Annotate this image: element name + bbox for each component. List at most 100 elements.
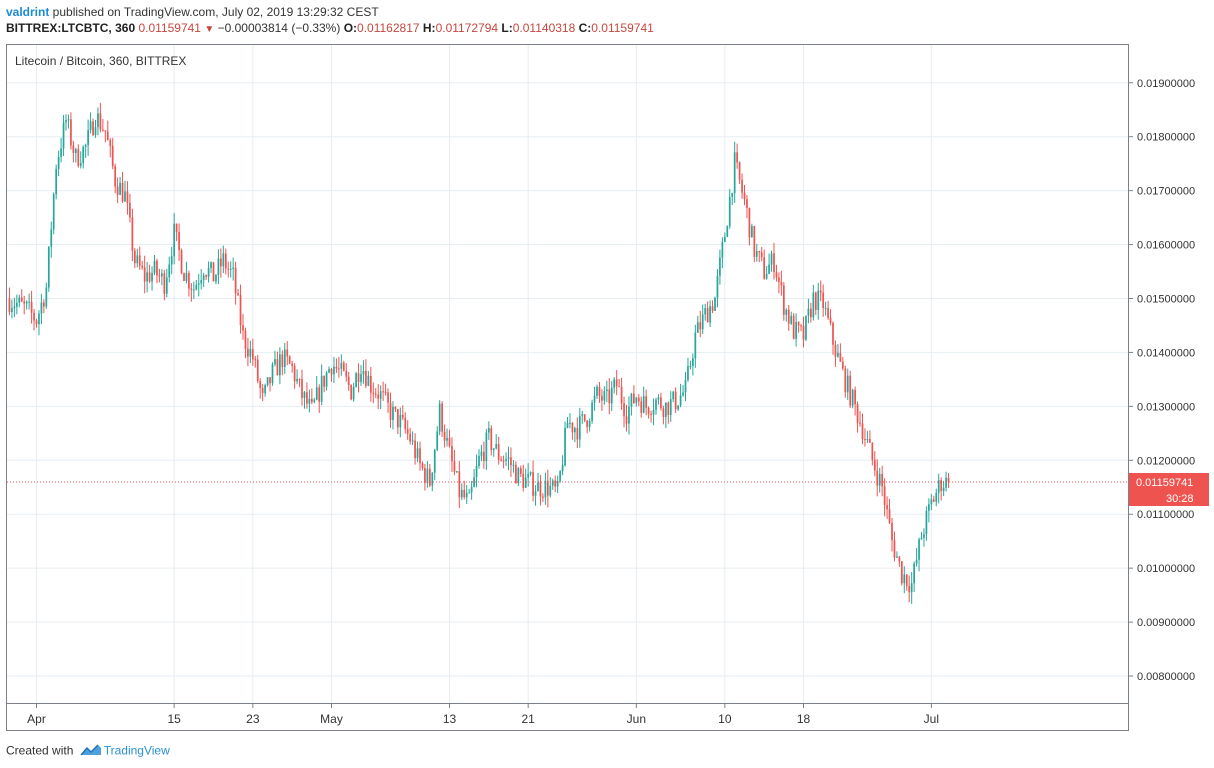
candle-body bbox=[782, 285, 785, 315]
candle-body bbox=[856, 404, 859, 423]
candle-body bbox=[608, 389, 611, 404]
candle-body bbox=[490, 428, 493, 451]
candle-body bbox=[869, 439, 871, 443]
candle-body bbox=[640, 401, 643, 413]
candle-body bbox=[650, 413, 652, 415]
candle-body bbox=[372, 392, 375, 394]
candle-body bbox=[11, 308, 13, 312]
candle-body bbox=[866, 439, 869, 441]
candle-body bbox=[129, 202, 131, 218]
chart-legend: Litecoin / Bitcoin, 360, BITTREX bbox=[15, 54, 187, 68]
candle-body bbox=[910, 583, 913, 593]
candle-body bbox=[148, 272, 151, 282]
candle-body bbox=[345, 370, 348, 377]
candle-body bbox=[362, 370, 365, 375]
candle-body bbox=[716, 275, 719, 298]
candle-body bbox=[65, 120, 67, 123]
candle-body bbox=[780, 281, 783, 286]
candle-body bbox=[116, 186, 119, 195]
candle-body bbox=[310, 398, 313, 402]
candle-body bbox=[677, 405, 679, 410]
candle-body bbox=[158, 275, 161, 277]
candle-body bbox=[596, 386, 598, 396]
candle-body bbox=[406, 429, 409, 434]
candle-body bbox=[431, 472, 434, 486]
candle-body bbox=[451, 445, 453, 462]
candle-body bbox=[126, 191, 129, 203]
candle-body bbox=[593, 395, 596, 403]
price-change: −0.00003814 (−0.33%) bbox=[217, 21, 341, 35]
candle-body bbox=[741, 179, 743, 193]
candle-body bbox=[313, 399, 316, 402]
candle-body bbox=[207, 267, 210, 277]
candle-body bbox=[694, 332, 697, 359]
low-label: L: bbox=[501, 21, 513, 35]
candle-body bbox=[738, 162, 741, 180]
candle-body bbox=[328, 369, 330, 373]
candle-body bbox=[940, 480, 943, 492]
candle-body bbox=[318, 387, 321, 402]
author-link[interactable]: valdrint bbox=[6, 5, 50, 19]
candle-body bbox=[308, 398, 311, 404]
chart-grid bbox=[7, 45, 1128, 703]
candle-body bbox=[841, 361, 844, 369]
candle-body bbox=[384, 391, 387, 393]
candle-body bbox=[800, 325, 802, 327]
candle-body bbox=[942, 487, 945, 492]
candle-body bbox=[832, 322, 834, 345]
candle-body bbox=[699, 322, 702, 330]
candle-body bbox=[755, 251, 758, 257]
candle-body bbox=[143, 267, 146, 282]
x-tick-label: Jul bbox=[924, 712, 939, 726]
created-with-label: Created with bbox=[6, 743, 74, 758]
candle-body bbox=[532, 472, 534, 496]
candle-body bbox=[822, 292, 825, 308]
candle-body bbox=[487, 428, 490, 433]
candle-body bbox=[802, 325, 805, 340]
candle-body bbox=[20, 297, 23, 302]
candle-body bbox=[414, 440, 416, 459]
candle-body bbox=[574, 428, 576, 433]
candle-body bbox=[212, 262, 215, 282]
candle-body bbox=[438, 403, 441, 432]
candle-body bbox=[254, 359, 257, 361]
candle-body bbox=[224, 253, 227, 269]
candle-body bbox=[898, 556, 901, 562]
chart-border-top bbox=[6, 44, 1129, 45]
candle-body bbox=[684, 380, 687, 393]
candle-body bbox=[687, 366, 689, 381]
candle-body bbox=[559, 471, 561, 481]
candle-body bbox=[610, 387, 613, 404]
candle-body bbox=[546, 480, 549, 496]
candle-body bbox=[124, 191, 126, 202]
candle-body bbox=[426, 468, 429, 484]
candle-body bbox=[62, 122, 65, 149]
candle-body bbox=[175, 223, 178, 233]
candle-body bbox=[340, 362, 343, 369]
last-price: 0.01159741 bbox=[138, 21, 201, 35]
y-tick-label: 0.01000000 bbox=[1137, 563, 1195, 575]
candle-body bbox=[436, 431, 439, 450]
candle-body bbox=[913, 563, 915, 584]
candle-body bbox=[566, 423, 569, 429]
candle-body bbox=[360, 374, 362, 383]
candle-body bbox=[163, 273, 166, 294]
candle-body bbox=[330, 369, 333, 375]
tradingview-brand-link[interactable]: TradingView bbox=[103, 743, 170, 758]
candle-body bbox=[908, 586, 911, 593]
close-label: C: bbox=[578, 21, 592, 35]
candle-body bbox=[74, 149, 77, 153]
candle-body bbox=[342, 362, 345, 371]
candle-body bbox=[578, 415, 581, 440]
candle-body bbox=[512, 464, 515, 466]
candle-body bbox=[92, 121, 94, 136]
candle-body bbox=[682, 392, 684, 396]
candle-body bbox=[878, 473, 881, 486]
candle-body bbox=[188, 273, 190, 289]
candle-body bbox=[200, 279, 203, 284]
candle-body bbox=[84, 145, 87, 147]
candle-body bbox=[743, 192, 746, 200]
candle-body bbox=[733, 152, 736, 194]
candle-body bbox=[679, 395, 682, 406]
